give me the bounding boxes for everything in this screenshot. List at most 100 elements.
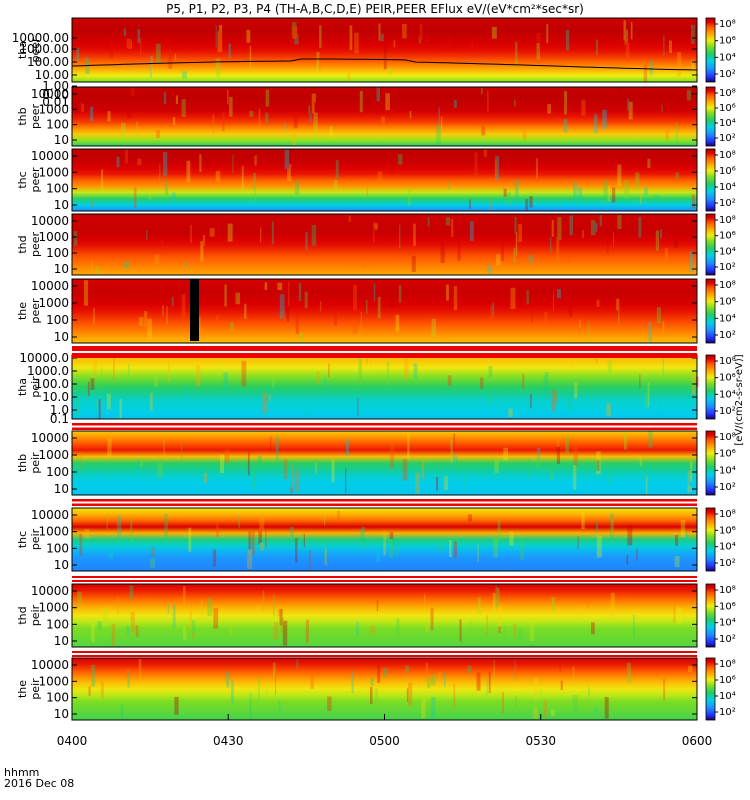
texture-streak <box>87 381 90 396</box>
texture-streak <box>287 164 292 182</box>
texture-streak <box>359 91 363 113</box>
y-tick-label: 10000 <box>31 658 69 672</box>
texture-streak <box>590 220 596 236</box>
texture-streak <box>151 547 155 556</box>
texture-streak <box>252 466 257 489</box>
texture-streak <box>253 173 257 191</box>
texture-streak <box>390 443 395 469</box>
texture-streak <box>569 215 573 236</box>
texture-streak <box>73 231 78 246</box>
texture-streak <box>186 160 191 183</box>
texture-streak <box>662 321 665 333</box>
texture-streak <box>137 158 142 165</box>
texture-streak <box>691 60 695 76</box>
texture-streak <box>126 38 132 48</box>
texture-streak <box>557 437 560 454</box>
texture-streak <box>95 267 99 274</box>
y-axis-label: thdpeer <box>16 232 42 258</box>
spectrogram-panel-the-peir <box>72 658 697 720</box>
texture-streak <box>594 114 598 134</box>
y-axis-label: thdpeir <box>16 604 42 626</box>
y-tick-label: 100.00 <box>27 55 69 69</box>
texture-streak <box>315 462 317 474</box>
texture-streak <box>174 696 179 715</box>
texture-streak <box>579 319 581 328</box>
texture-streak <box>470 620 473 644</box>
texture-streak <box>480 377 484 389</box>
texture-streak <box>316 51 320 73</box>
texture-streak <box>157 462 163 478</box>
texture-streak <box>415 472 420 494</box>
texture-streak <box>386 361 390 386</box>
texture-streak <box>138 658 142 683</box>
texture-streak <box>216 315 218 322</box>
colorbar-tick-label: 10² <box>719 707 736 718</box>
texture-streak <box>376 550 381 562</box>
texture-streak <box>663 35 665 58</box>
spectrogram-panel-thd-peer <box>72 214 697 275</box>
texture-streak <box>687 485 692 493</box>
texture-streak <box>309 550 311 571</box>
texture-streak <box>581 99 586 116</box>
texture-streak <box>126 625 129 635</box>
texture-streak <box>495 585 497 598</box>
texture-streak <box>393 462 395 478</box>
y-tick-label: 10 <box>54 198 69 212</box>
texture-streak <box>551 596 555 611</box>
texture-streak <box>279 700 281 714</box>
texture-streak <box>673 602 676 623</box>
texture-streak <box>288 281 290 306</box>
y-tick-label: 1.0 <box>50 403 69 417</box>
texture-streak <box>249 46 252 68</box>
texture-streak <box>648 431 653 448</box>
texture-streak <box>568 304 573 318</box>
texture-streak <box>588 320 590 340</box>
texture-streak <box>127 672 130 688</box>
texture-streak <box>468 514 472 522</box>
texture-streak <box>305 619 309 643</box>
texture-streak <box>447 36 451 52</box>
texture-streak <box>537 447 541 460</box>
texture-streak <box>123 28 126 37</box>
texture-streak <box>101 169 104 190</box>
texture-streak <box>127 107 131 119</box>
texture-streak <box>146 474 150 485</box>
texture-streak <box>183 586 186 604</box>
texture-streak <box>290 486 293 494</box>
texture-streak <box>431 319 436 337</box>
texture-streak <box>96 399 98 410</box>
texture-streak <box>360 311 362 334</box>
texture-streak <box>77 591 82 604</box>
texture-streak <box>691 372 696 395</box>
y-tick-label: 100 <box>46 246 69 260</box>
texture-streak <box>496 254 501 266</box>
texture-streak <box>198 316 201 333</box>
texture-streak <box>268 394 271 402</box>
colorbar-tick-label: 10² <box>719 406 736 417</box>
texture-streak <box>395 539 399 557</box>
colorbar-tick-label: 10⁶ <box>719 166 736 177</box>
texture-streak <box>354 32 359 54</box>
colorbar-tick-label: 10⁶ <box>719 601 736 612</box>
texture-streak <box>418 36 421 44</box>
y-axis-label: thbpeir <box>16 452 42 474</box>
spectrogram-texture <box>83 280 665 343</box>
texture-streak <box>232 155 234 173</box>
texture-streak <box>522 374 525 389</box>
texture-streak <box>664 248 668 261</box>
texture-streak <box>217 33 219 51</box>
texture-streak <box>172 117 176 125</box>
texture-streak <box>628 101 633 120</box>
texture-streak <box>319 25 322 48</box>
texture-streak <box>90 106 94 122</box>
texture-streak <box>471 36 473 49</box>
panel-frame <box>71 507 698 572</box>
texture-streak <box>294 469 299 492</box>
texture-streak <box>93 307 95 325</box>
texture-streak <box>543 700 548 718</box>
texture-streak <box>409 111 412 118</box>
texture-streak <box>639 187 642 204</box>
texture-streak <box>106 513 108 529</box>
texture-streak <box>402 459 408 481</box>
